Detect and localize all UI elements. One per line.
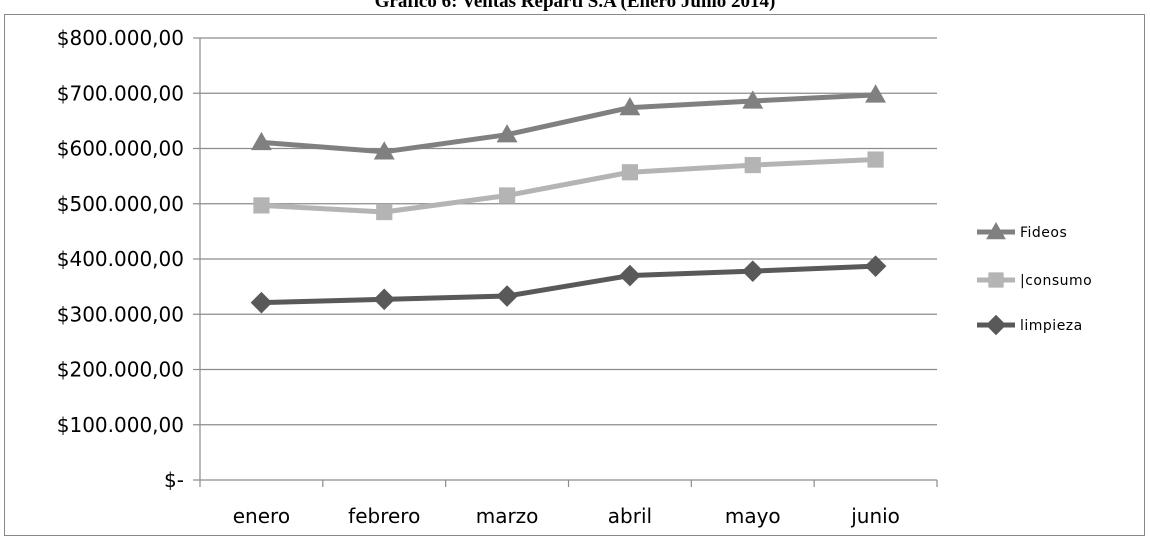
legend-marker-limpieza (985, 314, 1007, 336)
data-point-consumo (498, 187, 516, 204)
legend-marker-consumo (988, 272, 1004, 288)
data-point-limpieza (496, 285, 518, 307)
data-point-consumo (621, 164, 639, 181)
data-point-consumo (376, 203, 393, 221)
x-tick-label: enero (233, 504, 290, 528)
y-tick-labels: $- $100.000,00 $200.000,00 $300.000,00 $400.… (57, 26, 184, 492)
data-point-fideos (619, 97, 641, 116)
data-point-fideos (250, 131, 272, 151)
data-point-consumo (867, 151, 884, 168)
gridlines (200, 37, 937, 426)
legend-label-limpieza: limpieza (1020, 318, 1083, 334)
data-point-limpieza (373, 288, 396, 311)
data-point-consumo (744, 156, 761, 174)
legend-label-consumo: |consumo (1020, 273, 1092, 289)
legend-label-fideos: Fideos (1020, 225, 1067, 241)
x-tick-label: abril (608, 504, 652, 528)
y-tick-label: $500.000,00 (57, 192, 184, 216)
y-tick-label: $700.000,00 (57, 81, 184, 105)
data-point-fideos (865, 84, 887, 103)
chart-title: Gráfico 6: Ventas Reparti S.A (Enero Jun… (374, 0, 776, 12)
x-tick-label: febrero (348, 504, 420, 528)
series-lines (250, 84, 887, 314)
x-tick-label: marzo (476, 504, 539, 528)
y-tick-label: $- (164, 468, 184, 492)
legend: Fideos |consumo limpieza (977, 221, 1092, 336)
series-line-limpieza (261, 263, 876, 306)
legend-marker-fideos (986, 221, 1006, 240)
data-point-consumo (253, 197, 270, 214)
y-tick-label: $100.000,00 (57, 413, 184, 437)
chart-frame (4, 14, 1145, 536)
data-point-fideos (496, 124, 518, 143)
y-tick-label: $400.000,00 (57, 247, 184, 271)
data-point-limpieza (741, 260, 764, 282)
axes (193, 37, 938, 487)
y-tick-label: $800.000,00 (57, 26, 184, 50)
series-line-consumo (261, 157, 876, 215)
y-tick-label: $600.000,00 (57, 137, 184, 161)
data-point-limpieza (864, 255, 887, 277)
y-tick-label: $300.000,00 (57, 302, 184, 326)
data-point-limpieza (250, 291, 273, 314)
x-tick-labels: enero febrero marzo abril mayo junio (233, 504, 900, 528)
x-tick-label: mayo (725, 504, 781, 528)
data-point-limpieza (619, 264, 641, 287)
series-line-fideos (261, 92, 876, 155)
x-tick-label: junio (850, 504, 900, 528)
data-point-fideos (742, 90, 764, 109)
data-point-fideos (373, 141, 395, 160)
y-tick-label: $200.000,00 (57, 358, 184, 382)
